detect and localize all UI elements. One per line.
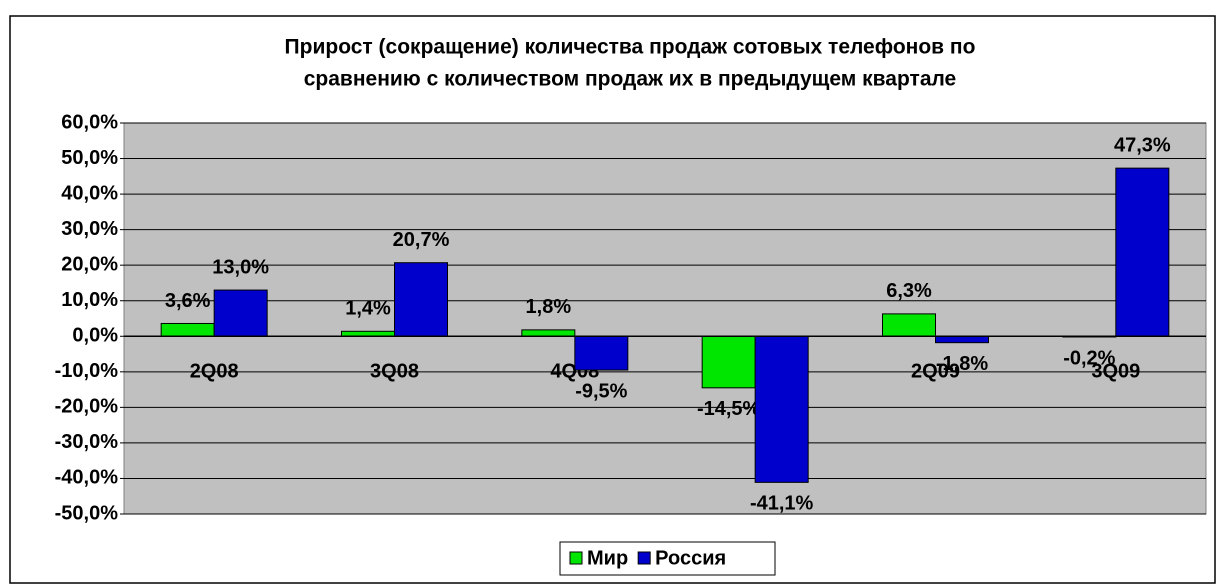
y-tick-label: -30,0%: [55, 431, 119, 453]
y-tick-label: -50,0%: [55, 502, 119, 524]
legend-swatch: [637, 551, 651, 565]
y-tick-label: 40,0%: [61, 182, 118, 204]
y-tick-label: 60,0%: [61, 111, 118, 133]
bar: [574, 335, 629, 371]
y-tick-label: 50,0%: [61, 147, 118, 169]
bar: [160, 322, 215, 337]
x-tick-label: 2Q08: [190, 361, 239, 383]
plot-area: [123, 122, 1207, 515]
data-label: -0,2%: [1063, 347, 1115, 369]
data-label: 6,3%: [886, 280, 932, 302]
y-tick-label: 10,0%: [61, 289, 118, 311]
data-label: 1,4%: [345, 298, 391, 320]
data-label: 47,3%: [1114, 134, 1171, 156]
chart-title: Прирост (сокращение) количества продаж с…: [285, 36, 976, 59]
bar: [935, 335, 989, 344]
legend-label: Мир: [587, 547, 628, 569]
data-label: -9,5%: [575, 380, 627, 402]
legend-box: [559, 541, 776, 576]
y-tick-label: 30,0%: [61, 218, 118, 240]
y-tick-label: -10,0%: [55, 360, 119, 382]
chart-title: сравнению с количеством продаж их в пред…: [304, 68, 957, 91]
bar: [213, 289, 268, 337]
x-tick-label: 3Q08: [370, 361, 419, 383]
y-tick-label: 0,0%: [72, 325, 118, 347]
legend-label: Россия: [655, 547, 726, 569]
data-label: 1,8%: [526, 296, 572, 318]
x-tick-label: 2Q09: [911, 361, 960, 383]
x-tick-label: 3Q09: [1091, 361, 1140, 383]
y-tick-label: -20,0%: [55, 396, 119, 418]
y-tick-label: 20,0%: [61, 253, 118, 275]
bar: [394, 262, 448, 337]
bar: [701, 335, 756, 389]
data-label: 3,6%: [165, 290, 211, 312]
data-label: 20,7%: [393, 229, 450, 251]
bar: [1115, 167, 1170, 337]
data-label: -1,8%: [936, 353, 988, 375]
data-label: -41,1%: [750, 493, 814, 515]
y-tick-label: -40,0%: [55, 467, 119, 489]
data-label: 13,0%: [212, 256, 269, 278]
bar: [521, 329, 576, 337]
legend-swatch: [569, 551, 583, 565]
bar: [754, 335, 809, 483]
data-label: -14,5%: [697, 398, 761, 420]
bar: [882, 313, 936, 337]
